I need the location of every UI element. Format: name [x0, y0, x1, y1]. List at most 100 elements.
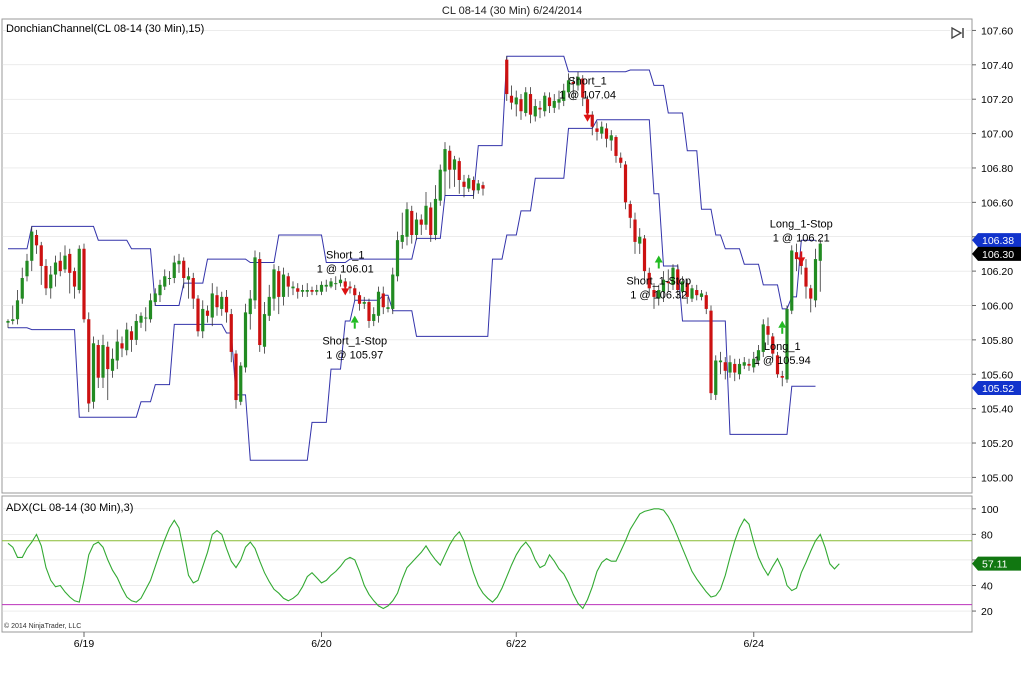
candle-body: [53, 262, 58, 275]
adx-tick-label: 100: [981, 504, 999, 516]
candle: [595, 121, 599, 141]
candle-body: [709, 310, 713, 394]
trade-marker-fill: 1 @ 107.04: [559, 90, 616, 102]
candle-body: [39, 245, 43, 266]
candle-body: [338, 279, 343, 284]
candle-body: [604, 128, 609, 139]
candle: [334, 276, 338, 291]
candle-body: [804, 267, 808, 287]
candle-body: [761, 324, 765, 352]
candle-body: [433, 198, 438, 236]
candle: [813, 248, 818, 308]
trade-marker-label: Short_1-Stop: [626, 275, 691, 287]
candle: [619, 152, 623, 168]
candle-body: [471, 180, 476, 191]
adx-panel-title: ADX(CL 08-14 (30 Min),3): [6, 502, 133, 514]
candle-body: [210, 293, 214, 318]
candle-body: [457, 161, 461, 180]
candle: [628, 200, 632, 229]
candle: [338, 274, 343, 287]
candle-body: [68, 253, 72, 273]
candle-body: [438, 169, 442, 201]
candle: [372, 307, 376, 327]
candle-body: [590, 114, 594, 127]
candle: [63, 245, 67, 273]
candle: [714, 355, 718, 401]
candle: [296, 283, 300, 299]
candle-body: [372, 314, 376, 321]
candle: [476, 180, 480, 194]
candle-body: [329, 281, 333, 287]
candle: [234, 350, 238, 409]
up-arrow-stem: [781, 327, 784, 334]
candle: [557, 90, 561, 110]
candle: [614, 135, 618, 163]
candle-body: [728, 362, 732, 373]
candle: [661, 271, 666, 303]
candle-body: [319, 284, 324, 292]
price-tick-label: 107.40: [981, 60, 1013, 72]
candle: [600, 121, 604, 139]
candle-body: [272, 269, 276, 299]
candle-body: [633, 219, 637, 242]
candle-body: [15, 300, 20, 320]
candle: [533, 99, 537, 122]
candle-body: [538, 107, 542, 110]
candle-body: [367, 302, 371, 321]
candle: [281, 267, 286, 306]
candle-body: [818, 243, 822, 261]
candle: [424, 192, 428, 230]
candle-body: [552, 100, 556, 108]
candle-body: [419, 219, 423, 225]
candle: [201, 300, 205, 339]
candle-body: [647, 272, 651, 289]
price-tag-bg: [972, 233, 1021, 248]
candle-body: [125, 329, 129, 351]
candle: [243, 303, 248, 373]
candle-body: [690, 288, 694, 299]
candle: [785, 305, 789, 383]
candle-body: [695, 290, 699, 296]
candle: [723, 357, 727, 380]
candle-body: [619, 157, 623, 163]
skip-to-end-icon[interactable]: [950, 26, 966, 40]
candle-body: [305, 290, 309, 292]
down-arrow-icon: [797, 257, 806, 265]
candle: [391, 267, 395, 315]
candle: [49, 265, 53, 299]
candle: [310, 286, 314, 296]
candle: [34, 229, 39, 254]
candle: [87, 312, 91, 413]
candle-body: [400, 235, 404, 242]
candle-body: [780, 375, 784, 378]
candle: [514, 90, 518, 117]
candle-body: [652, 290, 656, 297]
candle-body: [581, 78, 585, 98]
candle: [239, 362, 243, 406]
price-tick-label: 106.60: [981, 197, 1013, 209]
candle-body: [566, 80, 571, 93]
candle: [381, 286, 385, 315]
candle-body: [186, 276, 191, 280]
candle: [733, 358, 737, 382]
trade-marker: Short_1-Stop 1 @ 105.97: [322, 315, 387, 362]
trade-marker-label: Long_1-Stop: [770, 218, 833, 230]
candle: [543, 92, 547, 117]
price-tick-label: 107.20: [981, 94, 1013, 106]
candle: [695, 284, 699, 301]
candle: [210, 283, 214, 327]
candle: [623, 161, 628, 210]
candle-body: [101, 345, 105, 378]
candle-body: [172, 262, 176, 278]
price-tick-label: 105.20: [981, 438, 1013, 450]
candle-body: [813, 259, 818, 301]
trade-marker-fill: 1 @ 105.97: [326, 350, 383, 362]
candle: [609, 130, 613, 151]
candle: [766, 317, 770, 346]
candle: [315, 284, 319, 296]
candle: [509, 85, 514, 110]
candle-body: [766, 326, 770, 335]
candle: [30, 226, 34, 272]
candle: [552, 94, 556, 113]
candle-body: [733, 363, 737, 373]
